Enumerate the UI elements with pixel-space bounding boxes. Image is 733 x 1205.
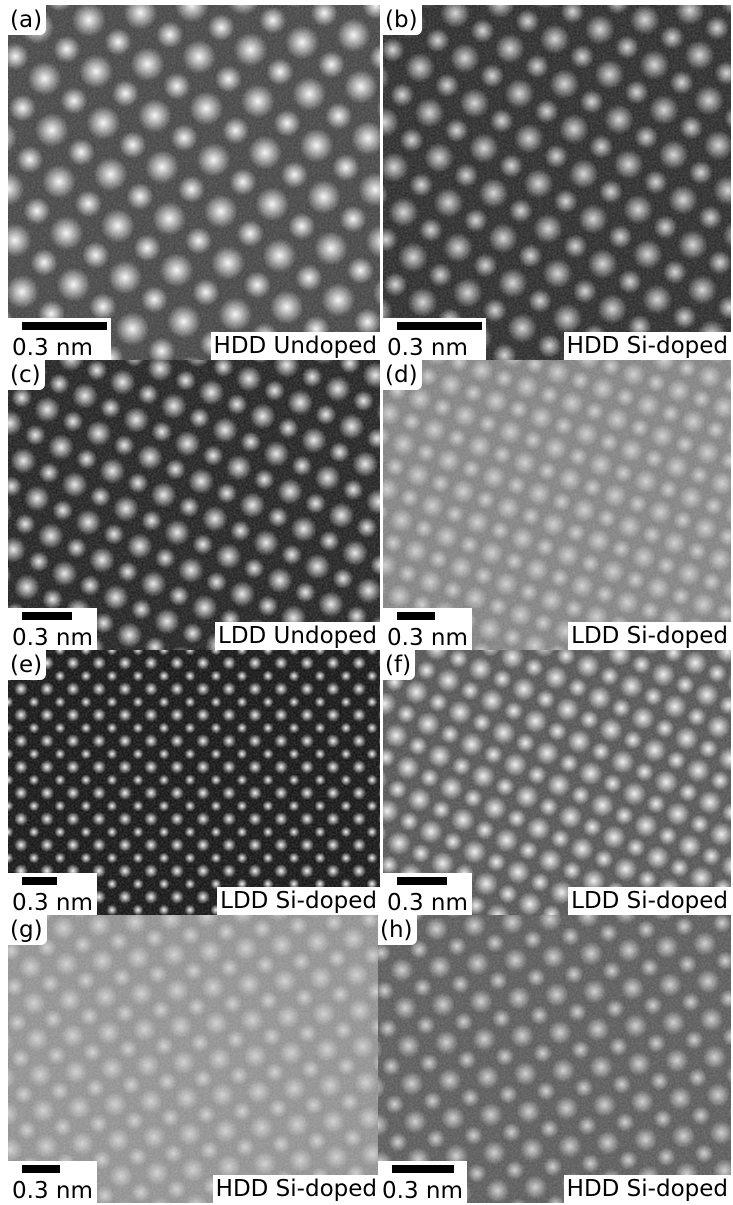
scale-bar-box: 0.3 nm (8, 1161, 97, 1203)
scale-bar (22, 1165, 60, 1173)
scale-text: 0.3 nm (387, 890, 468, 915)
panel-label: (e) (8, 650, 46, 680)
panel-label: (a) (8, 5, 46, 35)
scale-text: 0.3 nm (387, 335, 468, 360)
micrograph (8, 5, 380, 360)
scale-bar (22, 877, 57, 885)
image-panel: (g) 0.3 nm HDD Si-doped (8, 915, 380, 1203)
scale-bar (397, 322, 482, 330)
scale-text: 0.3 nm (12, 335, 93, 360)
scale-bar-box: 0.3 nm (383, 318, 486, 360)
scale-bar (397, 612, 435, 620)
scale-text: 0.3 nm (12, 890, 93, 915)
image-panel: (d) 0.3 nm LDD Si-doped (383, 360, 731, 650)
panel-caption: LDD Undoped (215, 622, 380, 650)
image-panel: (h) 0.3 nm HDD Si-doped (378, 915, 731, 1203)
panel-label: (g) (8, 915, 47, 945)
panel-label: (d) (383, 360, 422, 390)
scale-bar (22, 322, 107, 330)
scale-bar-box: 0.3 nm (383, 608, 472, 650)
panel-caption: LDD Si-doped (217, 887, 380, 915)
micrograph (378, 915, 731, 1203)
scale-bar-box: 0.3 nm (8, 873, 97, 915)
image-panel: (a) 0.3 nm HDD Undoped (8, 5, 380, 360)
micrograph (8, 360, 380, 650)
image-panel: (b) 0.3 nm HDD Si-doped (383, 5, 731, 360)
panel-label: (b) (383, 5, 422, 35)
micrograph (383, 360, 731, 650)
scale-bar-box: 0.3 nm (383, 873, 472, 915)
image-panel: (c) 0.3 nm LDD Undoped (8, 360, 380, 650)
scale-bar (392, 1165, 454, 1173)
figure: (a)0.3 nmHDD Undoped(b)0.3 nmHDD Si-dope… (0, 0, 733, 1205)
scale-text: 0.3 nm (12, 625, 93, 650)
panel-caption: LDD Si-doped (568, 887, 731, 915)
micrograph (8, 915, 380, 1203)
panel-caption: LDD Si-doped (568, 622, 731, 650)
scale-bar (397, 877, 447, 885)
scale-bar (22, 612, 72, 620)
scale-text: 0.3 nm (382, 1178, 463, 1203)
panel-label: (f) (383, 650, 415, 680)
scale-text: 0.3 nm (12, 1178, 93, 1203)
image-panel: (e) 0.3 nm LDD Si-doped (8, 650, 380, 915)
panel-caption: HDD Undoped (211, 332, 380, 360)
scale-bar-box: 0.3 nm (8, 608, 97, 650)
scale-bar-box: 0.3 nm (378, 1161, 467, 1203)
panel-label: (c) (8, 360, 45, 390)
panel-caption: HDD Si-doped (564, 1175, 731, 1203)
image-panel: (f) 0.3 nm LDD Si-doped (383, 650, 731, 915)
panel-label: (h) (378, 915, 417, 945)
panel-caption: HDD Si-doped (564, 332, 731, 360)
panel-caption: HDD Si-doped (213, 1175, 380, 1203)
scale-text: 0.3 nm (387, 625, 468, 650)
scale-bar-box: 0.3 nm (8, 318, 111, 360)
micrograph (383, 5, 731, 360)
